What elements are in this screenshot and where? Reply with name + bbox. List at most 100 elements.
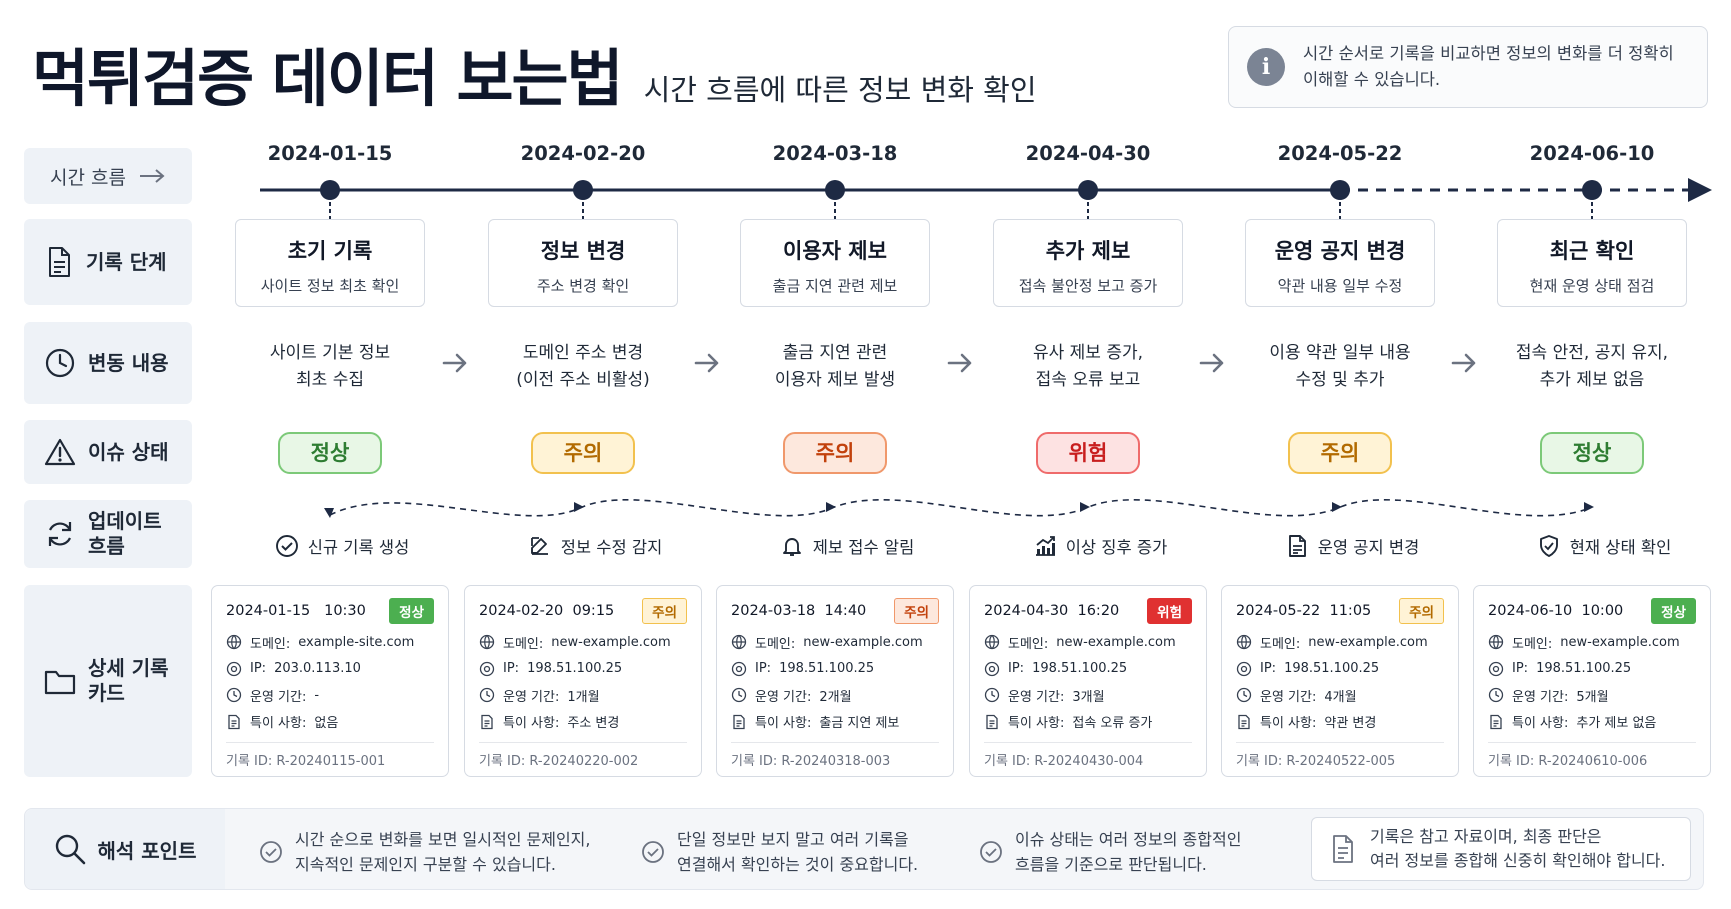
note-icon [986,714,998,729]
change-text: 사이트 기본 정보 최초 수집 [269,343,391,390]
status-badge: 주의 [531,432,635,474]
location-icon [479,661,495,676]
stage-title: 최근 확인 [1549,239,1635,263]
detail-card: 2024-06-10 10:00 정상 도메인: new-example.com IP:… [1473,585,1711,777]
card-row: IP: 203.0.113.10 [226,656,434,683]
page-subtitle: 시간 흐름에 따른 정보 변화 확인 [643,73,1037,107]
shield-check-icon [1539,535,1558,557]
card-datetime: 2024-01-15 10:30 [226,603,366,619]
arrow-right-icon [139,169,165,183]
update-flow-arrowhead-3 [826,502,836,512]
note-icon [1490,714,1502,729]
row-label-time-flow: 시간 흐름 [24,148,192,204]
update-flow-arrowhead-5 [1332,502,1342,512]
card-row: 특이 사항: 없음 [226,709,434,736]
document-icon [1333,835,1353,863]
status-badge: 주의 [1288,432,1392,474]
timeline-arrowhead [1688,178,1712,202]
card-row: 도메인: new-example.com [1488,629,1696,656]
bell-icon [782,538,801,556]
document-icon [1288,535,1306,557]
refresh-icon [48,522,72,546]
stage-subtitle: 약관 내용 일부 수정 [1277,277,1403,295]
update-flow-arrowhead-2 [574,502,584,512]
card-row: 도메인: new-example.com [479,629,687,656]
card-row: 특이 사항: 약관 변경 [1236,709,1444,736]
update-flow-item: 운영 공지 변경 [1237,534,1467,558]
info-text-line2: 이해할 수 있습니다. [1303,70,1441,89]
location-icon [1488,661,1504,676]
card-row: 도메인: example-site.com [226,629,434,656]
location-icon [731,661,747,676]
clock-icon [984,688,1000,703]
note-icon [1238,714,1250,729]
timeline-node [320,180,340,200]
location-icon [1236,661,1252,676]
globe-icon [479,635,495,650]
row-label-changes: 변동 내용 [24,322,192,404]
note-icon [228,714,240,729]
interpretation-point-3: 이슈 상태는 여러 정보의 종합적인 흐름을 기준으로 판단됩니다. [979,827,1241,877]
arrow-right-icon [692,348,722,385]
stage-subtitle: 접속 불안정 보고 증가 [1018,277,1158,295]
change-text: 도메인 주소 변경 (이전 주소 비활성) [516,343,650,390]
card-record-id: 기록 ID: R-20240115-001 [226,742,434,776]
card-record-id: 기록 ID: R-20240318-003 [731,742,939,776]
header: 먹튀검증 데이터 보는법 시간 흐름에 따른 정보 변화 확인 [32,28,1037,118]
globe-icon [984,635,1000,650]
globe-icon [226,635,242,650]
arrow-right-icon [945,348,975,385]
card-datetime: 2024-05-22 11:05 [1236,603,1372,619]
stage-box: 이용자 제보 출금 지연 관련 제보 [740,219,930,307]
card-row: 도메인: new-example.com [1236,629,1444,656]
card-row: IP: 198.51.100.25 [984,656,1192,683]
card-status-badge: 정상 [389,598,434,624]
update-flow-arrowhead-4 [1080,502,1090,512]
status-badge: 주의 [783,432,887,474]
interpretation-bar: 해석 포인트 시간 순으로 변화를 보면 일시적인 문제인지, 지속적인 문제인지… [24,808,1704,890]
interpretation-label: 해석 포인트 [25,809,225,889]
timeline-date: 2024-06-10 [1529,142,1655,165]
update-flow-arrowhead-6 [1584,502,1594,512]
page-title: 먹튀검증 데이터 보는법 [32,42,624,115]
clock-icon [1236,688,1252,703]
update-flow-item: 정보 수정 감지 [480,534,710,558]
clock-icon [1488,688,1504,703]
detail-card: 2024-04-30 16:20 위험 도메인: new-example.com IP:… [969,585,1207,777]
card-row: 운영 기간: - [226,682,434,709]
card-datetime: 2024-04-30 16:20 [984,603,1120,619]
clock-icon [45,348,75,378]
info-text-line1: 시간 순서로 기록을 비교하면 정보의 변화를 더 정확히 [1303,44,1674,63]
status-badge: 정상 [1540,432,1644,474]
update-flow-item: 제보 접수 알림 [732,534,962,558]
globe-icon [1236,635,1252,650]
status-badge: 정상 [278,432,382,474]
card-record-id: 기록 ID: R-20240610-006 [1488,742,1696,776]
card-datetime: 2024-02-20 09:15 [479,603,615,619]
status-badge: 위험 [1036,432,1140,474]
trend-chart-icon [1035,536,1055,556]
stage-box: 최근 확인 현재 운영 상태 점검 [1497,219,1687,307]
stage-box: 추가 제보 접속 불안정 보고 증가 [993,219,1183,307]
stage-title: 운영 공지 변경 [1274,239,1406,263]
card-row: IP: 198.51.100.25 [1236,656,1444,683]
location-icon [984,661,1000,676]
interpretation-point-2: 단일 정보만 보지 말고 여러 기록을 연결해서 확인하는 것이 중요합니다. [641,827,918,877]
document-icon [49,247,70,277]
card-row: 도메인: new-example.com [731,629,939,656]
timeline-date: 2024-02-20 [520,142,646,165]
note-icon [481,714,493,729]
globe-icon [1488,635,1504,650]
card-status-badge: 주의 [894,598,939,624]
stage-subtitle: 출금 지연 관련 제보 [772,277,898,295]
change-text: 출금 지연 관련 이용자 제보 발생 [774,343,896,390]
card-status-badge: 위험 [1147,598,1192,624]
card-row: 특이 사항: 추가 제보 없음 [1488,709,1696,736]
timeline-date: 2024-01-15 [267,142,393,165]
card-row: 운영 기간: 2개월 [731,682,939,709]
stage-subtitle: 주소 변경 확인 [536,277,630,295]
stage-title: 정보 변경 [540,239,626,263]
card-status-badge: 주의 [642,598,687,624]
